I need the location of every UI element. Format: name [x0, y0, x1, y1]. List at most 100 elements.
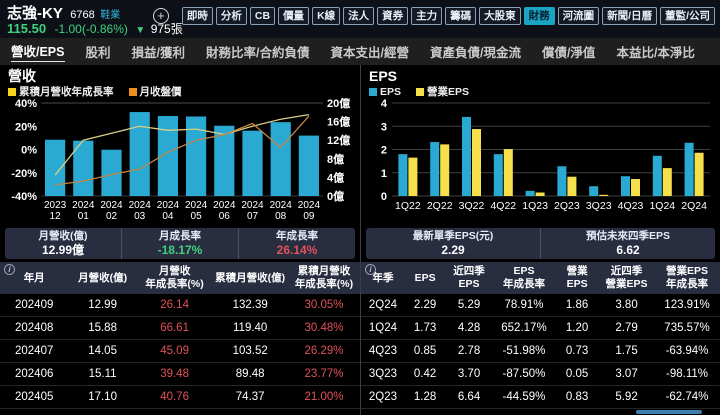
revenue-bar [242, 130, 263, 196]
summary-cell-2: 年成長率 26.14% [238, 228, 355, 259]
table-cell: 5.29 [445, 294, 493, 317]
table-cell: -98.11% [654, 362, 720, 386]
legend-item-1: 營業EPS [416, 84, 469, 99]
left-axis-tick: 20% [15, 121, 37, 133]
eps-bar-eps [589, 186, 599, 196]
subnav-item-3[interactable]: 財務比率/合約負債 [206, 45, 310, 60]
topnav-button-11[interactable]: 河流圖 [557, 7, 600, 25]
table-cell: 6.64 [445, 385, 493, 409]
add-button[interactable]: + [152, 8, 169, 24]
topnav-button-1[interactable]: 分析 [215, 7, 247, 25]
x-axis-label: 2024 03 [129, 200, 152, 222]
eps-bar-eps [525, 190, 535, 196]
eps-table: 年季 EPS 近四季 EPS EPS 年成長率 營業 EPS 近四季 營業EPS 營業EPS 年成長率… [361, 262, 720, 409]
subnav-item-1[interactable]: 股利 [85, 45, 111, 60]
table-cell: 40.76 [136, 385, 213, 409]
legend-swatch [369, 87, 377, 96]
info-icon[interactable]: i [4, 264, 15, 275]
main-content: 營收 累積月營收年成長率 月收盤價 40% 20% 0% -20% -40% 20億 16億 1… [0, 65, 720, 415]
topnav-button-5[interactable]: 法人 [343, 7, 375, 25]
x-axis-label: 4Q23 [618, 200, 644, 212]
x-axis-label: 2024 08 [270, 200, 293, 222]
horizontal-scrollbar-thumb[interactable] [636, 410, 702, 414]
topnav-button-9[interactable]: 大股東 [479, 7, 521, 25]
eps-bar-eps [652, 155, 662, 196]
revenue-bar [129, 112, 150, 196]
industry-tag[interactable]: 鞋業 [100, 10, 121, 21]
stock-title: 志強-KY 6768 鞋業 [7, 2, 120, 23]
summary-cell-0: 月營收(億) 12.99億 [5, 228, 121, 259]
topnav-button-10[interactable]: 財務 [523, 7, 555, 25]
price-change: -1.00(-0.86%) [54, 22, 128, 36]
legend-swatch [128, 87, 137, 96]
growth-line [54, 113, 310, 176]
table-cell: 202409 [0, 294, 69, 317]
topnav-button-0[interactable]: 即時 [181, 7, 213, 25]
x-axis-label: 2024 04 [157, 200, 180, 222]
table-cell: -62.74% [654, 385, 720, 409]
volume: 975張 [150, 22, 183, 36]
table-cell: 2.78 [445, 339, 493, 363]
top-nav: + 即時 分析 CB 價量 K線 法人 資券 主力 籌碼 大股東 財務 河流圖 新聞/日曆 董監/公司 [152, 7, 715, 25]
summary-value: -18.17% [157, 243, 203, 257]
right-axis-tick: 16億 [327, 115, 350, 129]
column-header: EPS 年成長率 [492, 262, 556, 294]
subnav-item-7[interactable]: 本益比/本淨比 [616, 45, 695, 60]
info-icon[interactable]: i [365, 264, 376, 275]
right-axis-tick: 12億 [327, 133, 350, 147]
x-axis-label: 2024 02 [100, 200, 123, 222]
summary-label: 最新單季EPS(元) [412, 230, 494, 242]
table-cell: 2Q23 [361, 385, 405, 409]
legend-label: 月收盤價 [139, 86, 182, 98]
price-row: 115.50 -1.00(-0.86%) ▼ 975張 [7, 20, 183, 38]
subnav-item-4[interactable]: 資本支出/經營 [330, 45, 409, 60]
revenue-bar [214, 125, 235, 196]
eps-bar-operating [694, 152, 704, 196]
eps-bar-eps [684, 142, 694, 196]
topnav-button-12[interactable]: 新聞/日曆 [602, 7, 658, 25]
table-cell: 0.73 [555, 339, 600, 363]
subnav-item-6[interactable]: 償債/淨值 [541, 45, 596, 60]
column-header: 月營收 年成長率(%) [136, 262, 213, 294]
x-axis-label: 1Q22 [395, 200, 421, 212]
stock-code: 6768 [70, 9, 95, 21]
subnav-item-2[interactable]: 損益/獲利 [131, 45, 185, 60]
x-axis-label: 2Q22 [427, 200, 453, 212]
eps-legend: EPS 營業EPS [369, 85, 720, 98]
column-header: EPS [404, 262, 446, 294]
eps-bar-eps [430, 142, 440, 196]
table-cell: 1.28 [404, 385, 446, 409]
summary-value: 6.62 [616, 243, 640, 257]
table-row: 1Q24 1.73 4.28 652.17% 1.20 2.79 735.57% [361, 316, 720, 340]
topbar: 志強-KY 6768 鞋業 115.50 -1.00(-0.86%) ▼ 975… [0, 0, 720, 38]
legend-label: EPS [380, 85, 402, 98]
table-cell: 202406 [0, 362, 69, 386]
table-cell: 3.70 [445, 362, 493, 386]
legend-item-0: EPS [369, 86, 401, 98]
eps-bar-eps [621, 176, 630, 196]
right-axis-tick: 20億 [327, 98, 350, 110]
x-axis-label: 2Q23 [554, 200, 580, 212]
topnav-button-8[interactable]: 籌碼 [445, 7, 477, 25]
table-cell: 74.37 [212, 385, 288, 409]
summary-label: 月成長率 [159, 230, 201, 242]
topnav-button-4[interactable]: K線 [312, 7, 341, 25]
table-cell: 103.52 [212, 339, 288, 363]
table-cell: 652.17% [492, 316, 556, 340]
eps-chart: 4 3 2 1 0 1Q22 2Q22 3Q22 4Q22 1Q23 2Q23 3Q23 4Q23 1Q2… [381, 98, 710, 212]
subnav-item-0[interactable]: 營收/EPS [11, 41, 65, 62]
column-header: 月營收(億) [68, 262, 137, 294]
table-cell: 3.80 [599, 294, 654, 317]
table-cell: 735.57% [654, 316, 720, 340]
table-cell: 0.83 [555, 385, 600, 409]
topnav-button-3[interactable]: 價量 [278, 7, 310, 25]
eps-bar-operating [503, 149, 513, 196]
subnav-item-5[interactable]: 資產負債/現金流 [429, 45, 521, 60]
topnav-button-2[interactable]: CB [249, 7, 276, 25]
topnav-button-7[interactable]: 主力 [411, 7, 443, 25]
table-row: 3Q23 0.42 3.70 -87.50% 0.05 3.07 -98.11% [361, 362, 720, 386]
topnav-button-6[interactable]: 資券 [377, 7, 409, 25]
x-axis-label: 2024 05 [185, 200, 208, 222]
topnav-button-13[interactable]: 董監/公司 [660, 7, 715, 25]
